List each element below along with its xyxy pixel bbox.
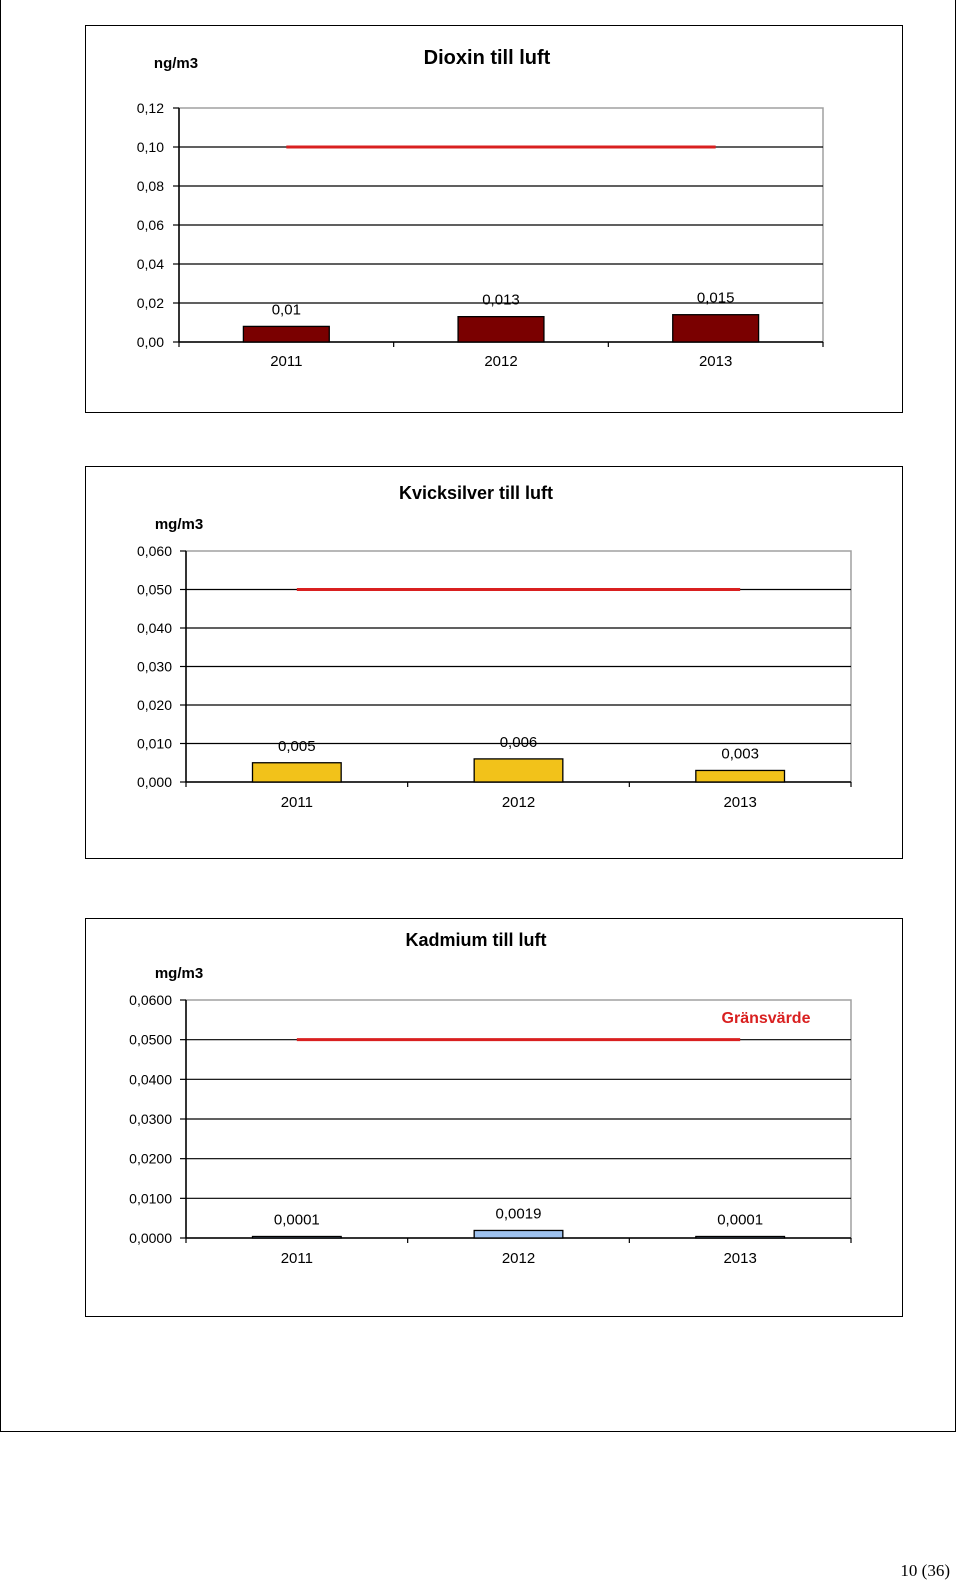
x-tick-label: 2011 (281, 794, 313, 811)
y-tick-label: 0,020 (137, 697, 172, 713)
y-tick-label: 0,00 (137, 334, 164, 350)
bar (473, 1229, 564, 1239)
y-tick-label: 0,08 (137, 178, 164, 194)
x-tick-label: 2013 (699, 353, 732, 370)
y-tick-label: 0,0200 (129, 1151, 172, 1167)
chart-svg: 0,0000 0,0100 0,0200 0,0300 0,0400 0,0500 0,06… (129, 930, 852, 1267)
data-label: 0,0019 (496, 1205, 542, 1222)
bar (695, 1235, 786, 1239)
y-tick-label: 0,10 (137, 139, 164, 155)
data-label: 0,0001 (717, 1212, 763, 1229)
x-tick-label: 2011 (270, 353, 302, 370)
chart-title: Dioxin till luft (424, 47, 551, 69)
chart-svg: 0,000 0,010 0,020 0,030 0,040 0,050 0,060 0,005… (137, 483, 852, 811)
unit-label: mg/m3 (155, 516, 203, 533)
y-tick-label: 0,030 (137, 659, 172, 675)
y-tick-label: 0,050 (137, 582, 172, 598)
data-label: 0,0001 (274, 1212, 320, 1229)
chart-kadmium: 0,0000 0,0100 0,0200 0,0300 0,0400 0,0500 0,06… (85, 918, 903, 1317)
bar (251, 762, 342, 783)
bar (457, 315, 545, 343)
chart-title: Kadmium till luft (406, 930, 547, 950)
data-label: 0,003 (721, 745, 759, 762)
x-tick-label: 2013 (723, 1250, 756, 1267)
bar (242, 325, 330, 343)
y-tick-label: 0,0500 (129, 1032, 172, 1048)
data-label: 0,013 (482, 292, 520, 309)
x-tick-label: 2012 (502, 794, 535, 811)
y-tick-label: 0,000 (137, 774, 172, 790)
bar (473, 758, 564, 783)
x-tick-label: 2011 (281, 1250, 313, 1267)
page-number: 10 (36) (900, 1561, 950, 1580)
unit-label: ng/m3 (154, 55, 198, 72)
chart-kvicksilver: 0,000 0,010 0,020 0,030 0,040 0,050 0,060 0,005… (85, 466, 903, 859)
y-tick-label: 0,04 (137, 256, 164, 272)
y-tick-label: 0,06 (137, 217, 164, 233)
chart-dioxin: 0,00 0,02 0,04 0,06 0,08 0,10 0,12 0,01 2011 0,01… (85, 25, 903, 413)
data-label: 0,006 (500, 734, 538, 751)
limit-label: Gränsvärde (722, 1010, 811, 1027)
y-tick-label: 0,0100 (129, 1190, 172, 1206)
y-tick-label: 0,060 (137, 543, 172, 559)
y-tick-label: 0,0300 (129, 1111, 172, 1127)
chart-svg: 0,00 0,02 0,04 0,06 0,08 0,10 0,12 0,01 2011 0,01… (137, 47, 824, 370)
page-frame (0, 0, 956, 1432)
y-tick-label: 0,040 (137, 620, 172, 636)
x-tick-label: 2013 (723, 794, 756, 811)
bar (251, 1235, 342, 1239)
y-tick-label: 0,12 (137, 100, 164, 116)
data-label: 0,01 (272, 301, 301, 318)
y-tick-label: 0,010 (137, 736, 172, 752)
unit-label: mg/m3 (155, 965, 203, 982)
x-tick-label: 2012 (502, 1250, 535, 1267)
x-tick-label: 2012 (484, 353, 517, 370)
bar (695, 769, 786, 783)
chart-title: Kvicksilver till luft (399, 483, 553, 503)
y-tick-label: 0,02 (137, 295, 164, 311)
bar (672, 314, 760, 343)
y-tick-label: 0,0600 (129, 992, 172, 1008)
y-tick-label: 0,0000 (129, 1230, 172, 1246)
y-tick-label: 0,0400 (129, 1071, 172, 1087)
data-label: 0,015 (697, 290, 735, 307)
data-label: 0,005 (278, 738, 316, 755)
